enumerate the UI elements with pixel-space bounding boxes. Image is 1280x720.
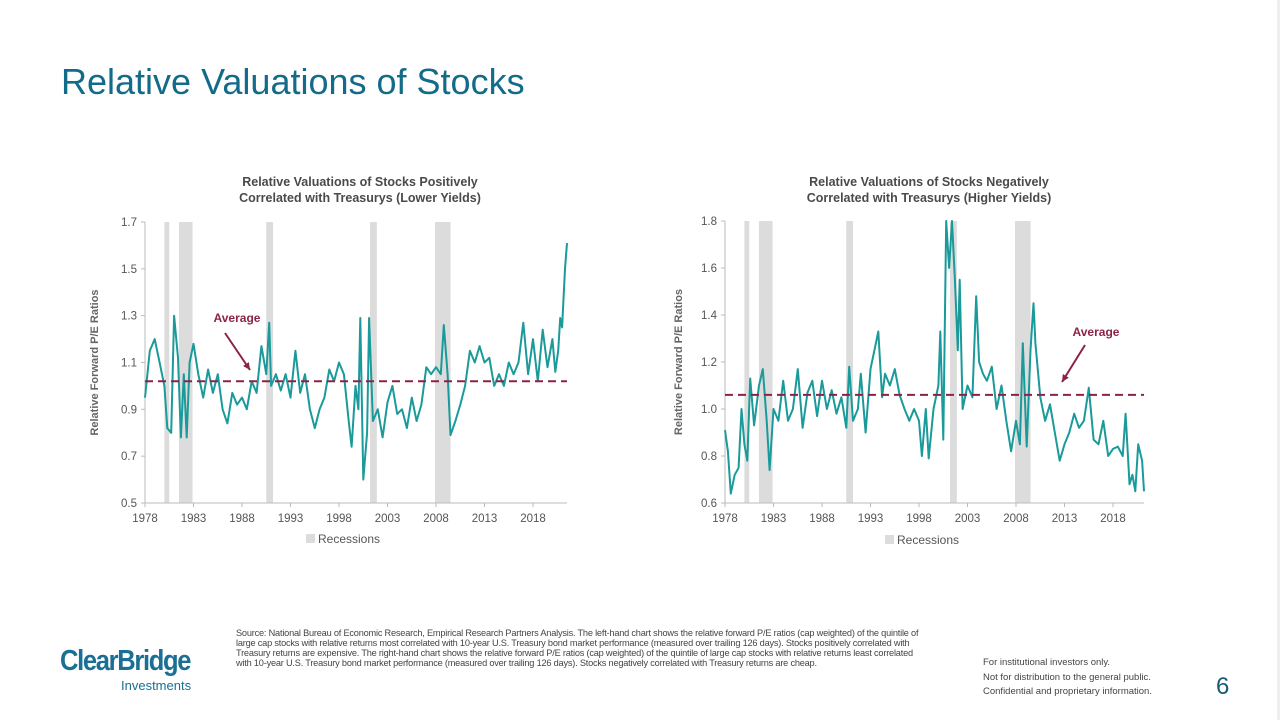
y-tick-label: 1.1 [121,358,137,370]
x-tick-label: 2013 [472,513,498,525]
left-chart-title: Relative Valuations of Stocks Positively… [160,174,560,206]
x-tick-label: 1993 [858,513,884,525]
x-tick-label: 1993 [278,513,304,525]
disclaimer-line: Confidential and proprietary information… [983,686,1152,697]
left-chart-title-line2: Correlated with Treasurys (Lower Yields) [239,191,481,205]
average-label: Average [1073,325,1120,339]
legend-swatch [885,535,894,544]
average-arrow [1061,344,1086,383]
y-tick-label: 0.9 [121,404,137,416]
left-chart-title-line1: Relative Valuations of Stocks Positively [242,175,478,189]
recession-band [164,222,170,503]
average-label: Average [214,311,261,325]
page-number: 6 [1216,673,1230,700]
y-tick-label: 1.8 [701,216,717,228]
disclaimer: For institutional investors only. Not fo… [983,656,1152,700]
x-tick-label: 2008 [1003,513,1029,525]
recession-band [950,221,957,503]
y-tick-label: 0.8 [701,451,717,463]
data-line [724,220,1145,495]
x-tick-label: 1988 [809,513,835,525]
logo-text: ClearBridge [60,645,191,677]
legend-label: Recessions [897,533,959,547]
x-tick-label: 2008 [423,513,449,525]
x-tick-label: 1998 [906,513,932,525]
average-arrow [224,332,251,371]
x-tick-label: 2018 [1100,513,1126,525]
recession-band [758,221,773,503]
x-tick-label: 2003 [375,513,401,525]
x-tick-label: 1978 [132,513,158,525]
legend-swatch [306,534,315,543]
y-tick-label: 1.0 [701,404,717,416]
y-tick-label: 1.2 [701,357,717,369]
right-chart-title-line1: Relative Valuations of Stocks Negatively [809,175,1049,189]
disclaimer-line: For institutional investors only. [983,657,1111,668]
y-tick-label: 1.4 [701,310,718,322]
y-tick-label: 0.5 [121,498,137,510]
legend-label: Recessions [318,532,380,546]
arrow-head-icon [1062,374,1069,382]
recession-band [370,222,377,503]
x-tick-label: 2003 [955,513,981,525]
disclaimer-line: Not for distribution to the general publ… [983,671,1151,683]
source-note: Source: National Bureau of Economic Rese… [236,628,919,668]
y-tick-label: 1.3 [121,311,137,323]
x-tick-label: 1988 [229,513,255,525]
recession-band [744,221,750,503]
y-tick-label: 1.5 [121,264,137,276]
x-tick-label: 1978 [712,513,738,525]
x-tick-label: 1983 [761,513,787,525]
y-axis-label: Relative Forward P/E Ratios [673,289,685,435]
y-tick-label: 1.7 [121,217,137,229]
arrow-head-icon [243,362,250,370]
slide-title: Relative Valuations of Stocks [61,61,525,102]
recession-band [178,222,193,503]
x-tick-label: 2013 [1052,513,1078,525]
data-line [144,243,568,481]
recession-band [435,222,451,503]
clearbridge-logo: ClearBridge Investments [60,645,208,693]
right-chart-title: Relative Valuations of Stocks Negatively… [729,174,1129,206]
y-axis-label: Relative Forward P/E Ratios [89,289,101,435]
y-tick-label: 1.6 [701,263,717,275]
x-tick-label: 1998 [326,513,352,525]
y-tick-label: 0.6 [701,498,717,510]
x-tick-label: 1983 [181,513,207,525]
recession-band [846,221,854,503]
logo-subtext: Investments [121,678,192,693]
right-chart-title-line2: Correlated with Treasurys (Higher Yields… [806,191,1052,205]
y-tick-label: 0.7 [121,451,137,463]
x-tick-label: 2018 [520,513,546,525]
